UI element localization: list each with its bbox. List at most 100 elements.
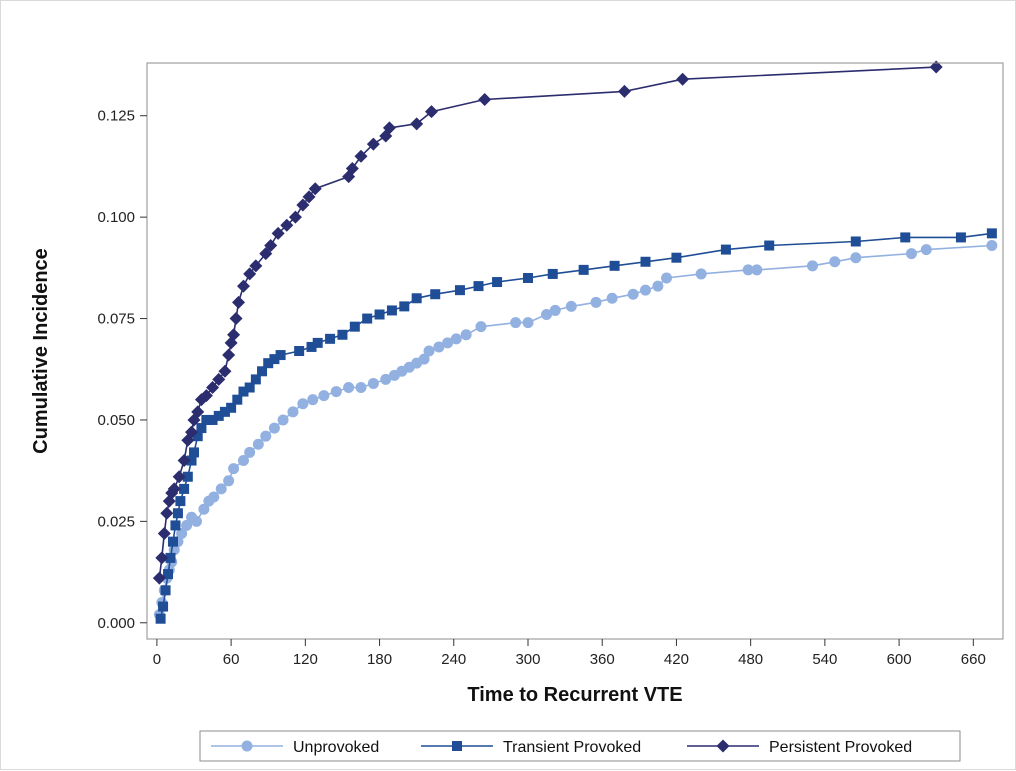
series-2-point-23 <box>236 279 250 293</box>
series-0-point-24 <box>287 406 299 418</box>
series-line-1 <box>159 232 993 619</box>
series-1-point-46 <box>609 260 620 271</box>
series-2-point-2 <box>157 527 171 541</box>
series-0-point-20 <box>252 438 264 450</box>
series-0-point-60 <box>850 252 862 264</box>
series-1-point-26 <box>269 354 280 365</box>
series-1-point-2 <box>160 585 171 596</box>
series-1-point-16 <box>207 414 218 425</box>
series-1-point-31 <box>325 333 336 344</box>
series-2-point-39 <box>382 121 396 135</box>
series-1-point-33 <box>349 321 360 332</box>
series-2-point-15 <box>206 381 220 395</box>
series-line-0 <box>158 244 992 615</box>
series-1-point-54 <box>986 228 997 239</box>
series-1-point-45 <box>578 264 589 275</box>
series-0-point-40 <box>442 337 454 349</box>
series-0-point-23 <box>277 414 289 426</box>
series-1-point-22 <box>244 382 255 393</box>
series-0-point-53 <box>652 280 664 292</box>
y-axis-title: Cumulative Incidence <box>30 248 52 454</box>
x-tick-label-2: 120 <box>293 651 318 668</box>
series-0-point-57 <box>751 264 763 276</box>
series-1-point-36 <box>386 305 397 316</box>
series-1-point-51 <box>850 236 861 247</box>
series-0-point-48 <box>565 300 577 312</box>
series-2-point-3 <box>160 506 174 520</box>
series-1-point-41 <box>473 281 484 292</box>
series-1-point-43 <box>522 272 533 283</box>
series-1-point-47 <box>640 256 651 267</box>
series-0-point-16 <box>223 475 235 487</box>
y-tick-label-2: 0.050 <box>97 412 135 429</box>
series-0-point-56 <box>742 264 754 276</box>
series-1-point-20 <box>232 394 243 405</box>
series-1-point-39 <box>430 289 441 300</box>
series-1-point-44 <box>547 268 558 279</box>
series-1-point-3 <box>163 569 174 580</box>
series-1-point-18 <box>219 406 230 417</box>
series-1-point-8 <box>175 496 186 507</box>
series-2-point-1 <box>155 551 169 565</box>
series-0-point-32 <box>380 373 392 385</box>
y-tick-label-5: 0.125 <box>97 108 135 125</box>
series-0-point-17 <box>228 463 240 475</box>
series-1-point-23 <box>250 374 261 385</box>
series-1-point-19 <box>226 402 237 413</box>
series-0-point-37 <box>418 353 430 365</box>
series-1-point-29 <box>306 341 317 352</box>
series-0-point-46 <box>541 308 553 320</box>
series-0-point-31 <box>367 377 379 389</box>
x-tick-label-11: 660 <box>961 651 986 668</box>
series-2-point-18 <box>222 348 236 362</box>
series-0-point-47 <box>549 304 561 316</box>
series-0-point-15 <box>215 483 227 495</box>
series-1-point-21 <box>238 386 249 397</box>
series-1-point-48 <box>671 252 682 263</box>
series-1-point-42 <box>492 277 503 288</box>
series-0-point-52 <box>640 284 652 296</box>
series-2-point-6 <box>167 482 181 496</box>
series-2-point-45 <box>929 60 943 74</box>
series-2-point-25 <box>249 259 263 273</box>
series-1-point-32 <box>337 329 348 340</box>
series-2-point-44 <box>676 72 690 86</box>
series-0-point-39 <box>433 341 445 353</box>
series-0-point-27 <box>318 390 330 402</box>
series-1-point-17 <box>213 410 224 421</box>
legend-marker-0 <box>241 740 253 752</box>
y-tick-label-3: 0.075 <box>97 311 135 328</box>
series-0-point-25 <box>297 398 309 410</box>
legend: Unprovoked Transient Provoked Persistent P… <box>211 739 912 756</box>
series-0-point-61 <box>905 248 917 260</box>
series-1-point-53 <box>955 232 966 243</box>
series-0-point-51 <box>627 288 639 300</box>
series-0-point-42 <box>460 329 472 341</box>
x-tick-label-5: 300 <box>515 651 540 668</box>
x-axis-title: Time to Recurrent VTE <box>467 684 682 706</box>
series-1-point-6 <box>170 520 181 531</box>
x-tick-label-3: 180 <box>367 651 392 668</box>
series-1-point-30 <box>312 337 323 348</box>
series-2-point-37 <box>366 137 380 151</box>
series-0-point-29 <box>343 382 355 394</box>
series-1-point-11 <box>186 455 197 466</box>
series-0-point-38 <box>423 345 435 357</box>
series-1-point-12 <box>189 447 200 458</box>
series-0-point-19 <box>244 446 256 458</box>
series-2-point-7 <box>172 470 186 484</box>
y-tick-label-0: 0.000 <box>97 615 135 632</box>
series-2-point-33 <box>308 182 322 196</box>
series-1-point-0 <box>155 613 166 624</box>
legend-label-2: Persistent Provoked <box>769 739 912 756</box>
y-axis: 0.000 0.025 0.050 0.075 0.100 0.125 <box>97 108 147 632</box>
series-0-point-12 <box>198 503 210 515</box>
series-1-point-27 <box>275 350 286 361</box>
series-2-point-21 <box>229 312 243 326</box>
series-2-point-27 <box>264 239 278 253</box>
series-1-point-38 <box>411 293 422 304</box>
legend-label-1: Transient Provoked <box>503 739 641 756</box>
legend-marker-1 <box>452 741 462 751</box>
